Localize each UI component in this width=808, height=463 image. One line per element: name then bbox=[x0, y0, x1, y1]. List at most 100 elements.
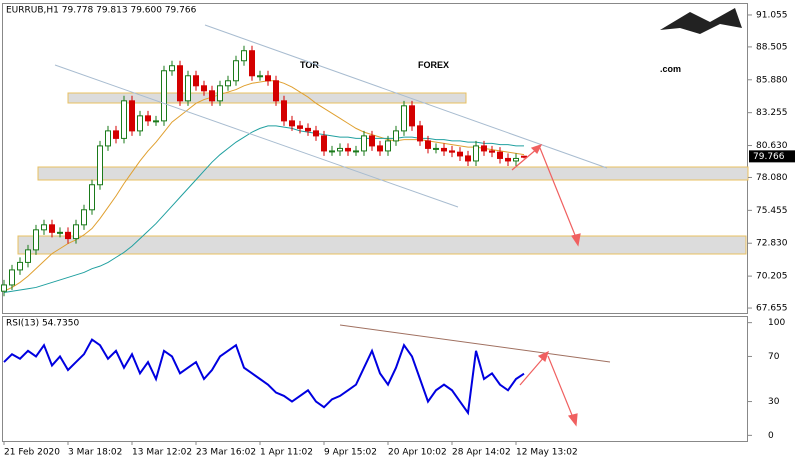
arrow-head bbox=[571, 233, 581, 247]
x-tick-label: 9 Apr 15:02 bbox=[324, 448, 377, 458]
candle-body bbox=[289, 120, 295, 127]
y-tick-label: 78.080 bbox=[756, 173, 788, 183]
candle-body bbox=[481, 145, 487, 152]
zone bbox=[37, 166, 749, 181]
rsi-title: RSI(13) 54.7350 bbox=[6, 319, 79, 329]
candle-body bbox=[425, 140, 431, 149]
annotations bbox=[54, 24, 611, 427]
candle-body bbox=[209, 90, 215, 102]
candle-body bbox=[273, 80, 279, 102]
candle-body bbox=[137, 115, 143, 132]
candle-body bbox=[441, 147, 447, 152]
candle-body bbox=[473, 145, 479, 162]
x-tick-label: 13 Mar 12:02 bbox=[132, 448, 192, 458]
moving-average bbox=[3, 80, 525, 292]
candle-body bbox=[17, 261, 23, 271]
candle-body bbox=[57, 231, 63, 234]
candle-body bbox=[449, 150, 455, 153]
price-panel bbox=[2, 3, 748, 314]
zones bbox=[17, 92, 749, 255]
y-tick-label: 85.880 bbox=[756, 75, 788, 85]
logo-bull bbox=[660, 8, 742, 34]
candle-body bbox=[393, 130, 399, 142]
arrow-head bbox=[530, 143, 543, 155]
y-tick-label: 88.505 bbox=[756, 42, 788, 52]
candle-body bbox=[201, 85, 207, 92]
y-tick-label: 67.655 bbox=[756, 304, 788, 314]
trend-line bbox=[204, 24, 608, 169]
candle-body bbox=[225, 80, 231, 87]
candle-body bbox=[281, 100, 287, 122]
y-tick-label: 83.255 bbox=[756, 108, 788, 118]
arrow bbox=[511, 147, 539, 171]
x-tick-label: 28 Apr 14:02 bbox=[452, 448, 511, 458]
y-tick-label: 70 bbox=[768, 352, 780, 362]
candle-body bbox=[257, 75, 263, 78]
candle-body bbox=[65, 231, 71, 240]
candle-body bbox=[361, 135, 367, 152]
candle-body bbox=[185, 75, 191, 102]
candle-body bbox=[401, 105, 407, 132]
candle-body bbox=[129, 100, 135, 132]
candle-body bbox=[73, 224, 79, 240]
candle-body bbox=[497, 151, 503, 159]
chart-title: EURRUB,H1 79.778 79.813 79.600 79.766 bbox=[6, 6, 197, 16]
x-tick-label: 1 Apr 11:02 bbox=[260, 448, 313, 458]
x-tick-label: 20 Apr 10:02 bbox=[388, 448, 447, 458]
arrow bbox=[519, 355, 546, 386]
candle-body bbox=[385, 140, 391, 152]
y-tick-label: 30 bbox=[768, 397, 780, 407]
candle-body bbox=[153, 120, 159, 123]
candle-body bbox=[505, 157, 511, 162]
candle-body bbox=[33, 229, 39, 251]
candle-body bbox=[113, 130, 119, 139]
x-tick-label: 3 Mar 18:02 bbox=[68, 448, 122, 458]
zone bbox=[17, 235, 747, 255]
candle-body bbox=[241, 50, 247, 62]
trend-line bbox=[54, 64, 459, 208]
y-tick-label: 100 bbox=[768, 318, 785, 328]
candle-body bbox=[145, 115, 151, 122]
y-tick-label: 80.630 bbox=[756, 141, 788, 151]
zone bbox=[67, 92, 467, 104]
candle-body bbox=[409, 105, 415, 127]
candle-body bbox=[297, 125, 303, 129]
candle-body bbox=[1, 284, 7, 292]
rsi-panel bbox=[2, 316, 748, 442]
x-tick-label: 23 Mar 16:02 bbox=[196, 448, 256, 458]
candle-body bbox=[433, 147, 439, 150]
rsi-trend-line bbox=[339, 324, 611, 363]
candle-body bbox=[521, 155, 527, 158]
logo-suffix: .com bbox=[660, 64, 681, 74]
candle-body bbox=[41, 224, 47, 231]
candle-body bbox=[305, 127, 311, 132]
arrow bbox=[539, 147, 578, 241]
candle-body bbox=[177, 65, 183, 102]
candle-body bbox=[193, 75, 199, 87]
candle-body bbox=[457, 151, 463, 157]
candle-body bbox=[161, 70, 167, 122]
candle-body bbox=[233, 60, 239, 82]
candle-body bbox=[369, 135, 375, 147]
x-tick-label: 12 May 13:02 bbox=[516, 448, 578, 458]
candle-body bbox=[377, 145, 383, 152]
candle-body bbox=[337, 147, 343, 152]
candle-body bbox=[49, 224, 55, 233]
logo-right: FOREX bbox=[418, 60, 449, 70]
candle-body bbox=[489, 150, 495, 153]
candle-body bbox=[217, 85, 223, 102]
candle-body bbox=[345, 147, 351, 152]
candle-body bbox=[25, 249, 31, 263]
candle-body bbox=[9, 269, 15, 286]
rsi-line bbox=[3, 338, 525, 416]
candle-body bbox=[321, 135, 327, 152]
logo: TOR FOREX .com bbox=[300, 8, 742, 74]
candle-body bbox=[417, 125, 423, 142]
candle-body bbox=[169, 65, 175, 72]
moving-average bbox=[3, 125, 524, 293]
candle-body bbox=[105, 130, 111, 147]
y-tick-label: 0 bbox=[768, 431, 774, 441]
y-tick-label: 72.830 bbox=[756, 239, 788, 249]
